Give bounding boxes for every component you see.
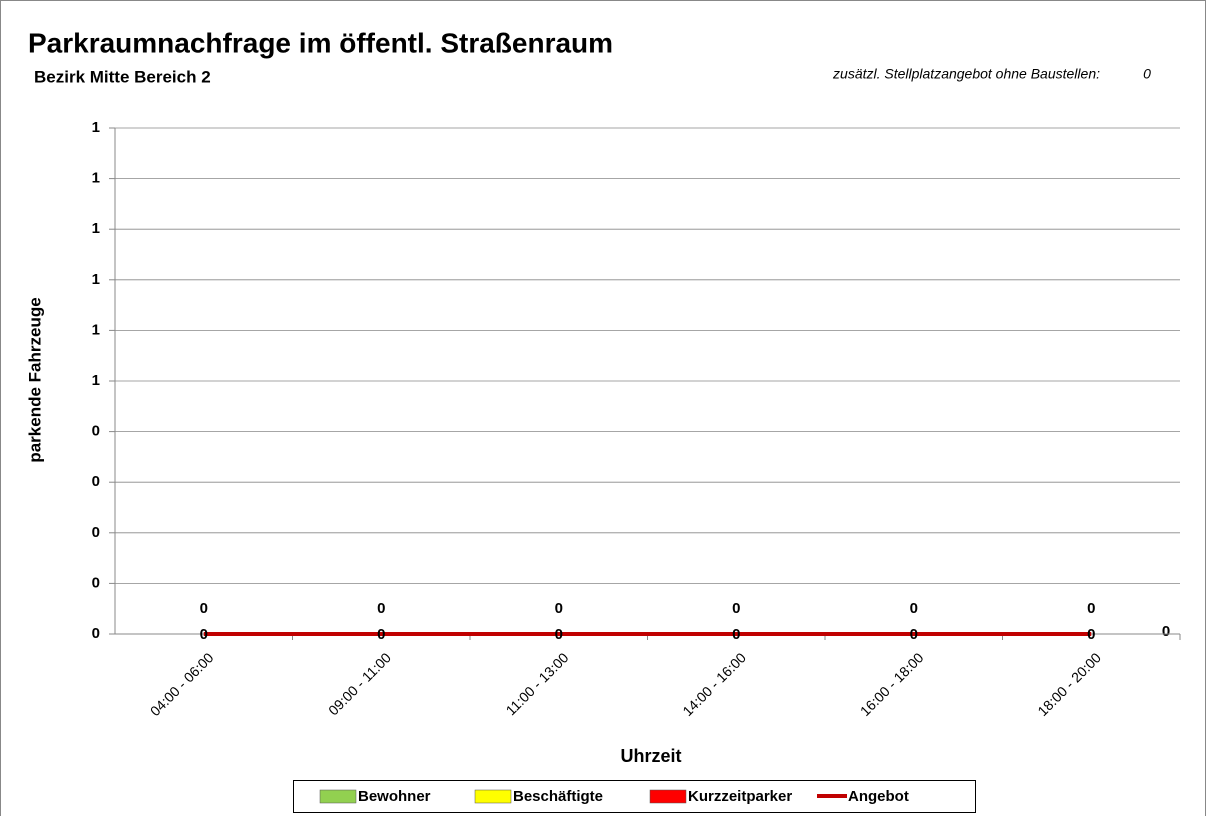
- y-tick-label: 0: [92, 423, 100, 440]
- data-label: 0: [910, 626, 918, 643]
- legend-label: Kurzzeitparker: [688, 788, 792, 805]
- data-label: 0: [377, 626, 385, 643]
- legend-label: Beschäftigte: [513, 788, 603, 805]
- data-label: 0: [732, 600, 740, 617]
- legend-label: Bewohner: [358, 788, 431, 805]
- y-tick-label: 1: [92, 220, 100, 237]
- y-tick-label: 1: [92, 119, 100, 136]
- data-label: 0: [732, 626, 740, 643]
- y-tick-label: 0: [92, 524, 100, 541]
- data-label: 0: [555, 600, 563, 617]
- y-tick-label: 1: [92, 372, 100, 389]
- legend: [293, 780, 976, 813]
- y-tick-label: 1: [92, 271, 100, 288]
- y-tick-label: 1: [92, 170, 100, 187]
- chart-subtitle: Bezirk Mitte Bereich 2: [34, 67, 211, 86]
- end-label: 0: [1162, 623, 1170, 640]
- data-label: 0: [1087, 626, 1095, 643]
- data-label: 0: [377, 600, 385, 617]
- y-tick-label: 0: [92, 625, 100, 642]
- data-label: 0: [910, 600, 918, 617]
- legend-swatch: [319, 789, 357, 804]
- legend-swatch: [649, 789, 687, 804]
- data-label: 0: [555, 626, 563, 643]
- data-label: 0: [200, 600, 208, 617]
- legend-swatch: [474, 789, 512, 804]
- chart-title: Parkraumnachfrage im öffentl. Straßenrau…: [28, 27, 613, 58]
- x-axis-title: Uhrzeit: [620, 746, 681, 766]
- legend-label: Angebot: [848, 788, 909, 805]
- annotation-value: 0: [1143, 66, 1151, 82]
- data-label: 0: [200, 626, 208, 643]
- annotation: zusätzl. Stellplatzangebot ohne Baustell…: [832, 66, 1100, 82]
- y-axis-title: parkende Fahrzeuge: [25, 297, 44, 462]
- y-tick-label: 0: [92, 574, 100, 591]
- y-tick-label: 0: [92, 473, 100, 490]
- y-tick-label: 1: [92, 321, 100, 338]
- data-label: 0: [1087, 600, 1095, 617]
